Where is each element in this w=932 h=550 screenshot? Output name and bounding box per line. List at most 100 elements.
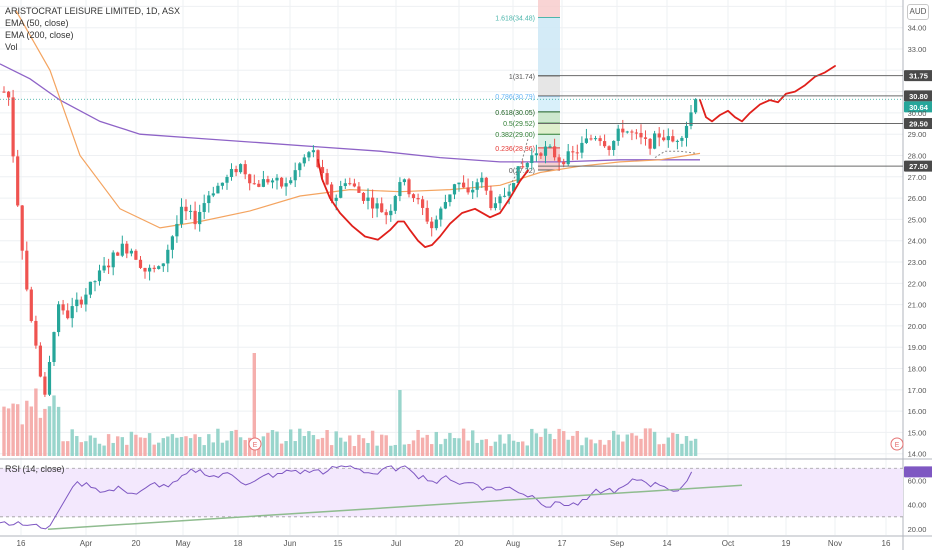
rsi-line [0,465,693,530]
candle-body [330,184,334,201]
candle-body [52,332,56,363]
candle-body [516,166,520,184]
volume-bar [675,433,680,456]
rsi-value-tag [904,466,932,478]
candle-body [189,210,193,212]
volume-bar [430,444,434,456]
volume-bar [47,406,52,456]
candle-body [134,250,138,260]
price-tick-label: 15.00 [908,428,927,437]
volume-bar [534,433,539,456]
volume-bar [216,428,220,456]
volume-bar [152,444,156,456]
ema50-legend: EMA (50, close) [5,18,69,28]
volume-bar [339,437,343,456]
candle-body [257,183,261,187]
volume-bar [229,431,234,456]
ema-lines [0,10,701,229]
candle-body [129,250,133,254]
price-tag [904,118,932,130]
volume-bar [489,445,493,456]
volume-bar [193,434,197,456]
breakout-trail [509,138,529,186]
volume-bar [66,441,70,456]
candle-body [416,198,420,200]
time-axis[interactable]: 16 Apr 20 May 18 Jun 15 Jul 20 Aug 17 Sep 14 Oct 19 Nov… [17,539,891,548]
candle-body [216,185,220,194]
candle-body [280,177,284,187]
horizontal-levels[interactable] [0,75,903,167]
candle-body [202,203,206,212]
candle-body [88,281,92,295]
volume-bar [266,432,270,456]
fib-zone [538,0,560,18]
earnings-marker [248,437,262,451]
volume-bar [93,437,97,456]
volume-bar [475,442,479,456]
candle-body [320,167,325,174]
volume-bar [170,434,175,456]
rsi-band [0,468,903,517]
volume-bar [284,441,288,456]
candle-body [439,208,443,220]
candle-body [543,146,548,156]
volume-bar [393,444,397,456]
volume-bar [366,442,370,456]
projected-price-path [699,65,836,123]
candle-body [489,190,493,209]
candle-body [625,131,629,133]
volume-bar [448,432,452,456]
candle-body [525,163,529,168]
volume-bar [125,444,129,456]
volume-bar [416,429,420,456]
volume-bar [348,435,352,456]
volume-bar [602,444,607,456]
time-tick-label: Apr [80,539,93,548]
earnings-marker-label: E [895,442,900,449]
fibonacci-retracement[interactable]: 1.618(34.48) 1(31.74) 0.786(30.79) 0.618(30… [495,0,560,175]
volume-bar [389,445,393,456]
price-tag-label: 31.75 [909,72,928,81]
volume-bar [530,428,534,456]
candle-body [184,206,188,212]
candle-body [502,195,507,197]
currency-badge[interactable]: AUD [907,4,929,20]
price-tag [904,90,932,102]
volume-bar [166,436,170,456]
candle-body [407,179,411,195]
fib-zone [538,123,560,135]
candle-body [34,320,38,346]
candle-body [371,197,375,209]
candle-body [207,195,211,204]
price-tick-label: 24.00 [908,237,927,246]
volume-bar [311,435,316,456]
candle-body [393,196,397,211]
candle-body [220,182,224,186]
price-tick-label: 30.00 [908,109,927,118]
volume-bar [525,445,529,456]
volume-bar [562,431,566,456]
volume-bar [639,438,643,456]
candle-body [211,193,215,196]
volume-bar [138,437,143,456]
volume-bar [97,443,102,456]
candle-body [434,219,438,229]
price-axis[interactable]: 31.75 30.80 30.64 29.50 27.50 14.00 15.00 16.00… [904,2,932,459]
volume-bar [11,403,15,456]
candle-body [234,168,238,173]
volume-bar [257,443,261,456]
volume-bar [612,430,616,456]
volume-bar [147,433,152,456]
volume-bar [293,441,297,456]
volume-bar [329,445,334,456]
ema50-line [15,10,701,229]
candle-body [653,133,657,149]
candle-body [143,267,147,272]
candle-body [448,194,452,203]
candle-body [593,138,598,140]
volume-bar [207,434,211,456]
candle-body [261,179,265,187]
volume-bar [498,434,502,456]
